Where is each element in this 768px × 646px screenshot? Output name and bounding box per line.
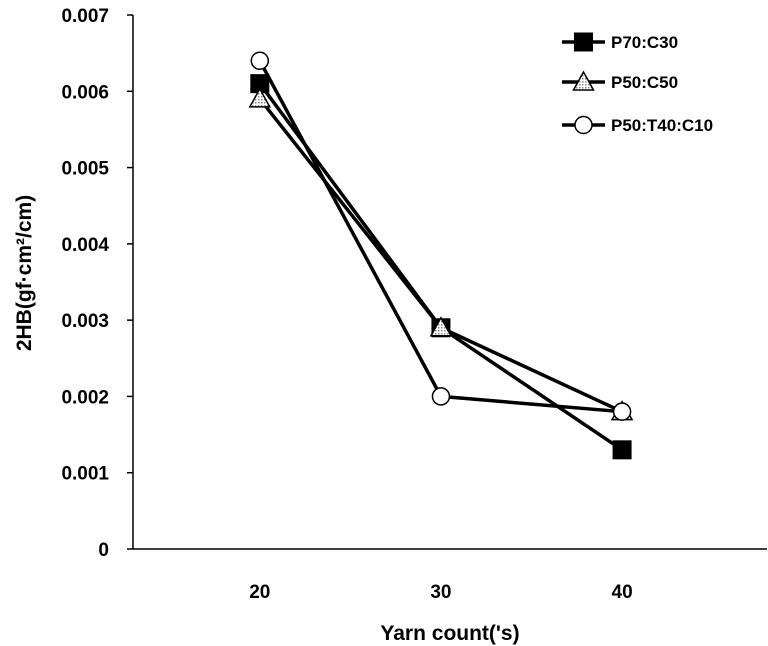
y-tick-label: 0.004 — [61, 235, 109, 256]
y-tick-label: 0 — [98, 540, 109, 561]
data-point-circle — [612, 402, 632, 421]
series-line-circle — [258, 59, 623, 414]
series-markers — [248, 51, 634, 460]
y-tick-label: 0.002 — [61, 387, 109, 408]
axes — [132, 15, 767, 550]
x-axis-title: Yarn count('s) — [380, 622, 519, 645]
data-point-triangle — [429, 316, 453, 337]
y-tick-label: 0.007 — [61, 6, 109, 27]
legend-label: P50:C50 — [611, 73, 678, 92]
y-tick-label: 0.003 — [61, 311, 109, 332]
y-tick-label: 0.006 — [61, 82, 109, 103]
x-axis-ticks: 20 30 40 — [249, 582, 632, 603]
data-point-circle — [250, 51, 270, 71]
legend-marker-triangle — [572, 70, 595, 91]
y-axis-title: 2HB(gf·cm²/cm) — [13, 195, 36, 351]
legend-marker-circle — [574, 115, 593, 135]
legend: P70:C30 P50:C50 P50:T40:C10 — [562, 32, 713, 135]
legend-marker-square — [574, 32, 593, 52]
y-tick-label: 0.005 — [61, 159, 109, 180]
x-tick-label: 40 — [612, 582, 633, 603]
legend-item: P70:C30 — [562, 32, 678, 52]
legend-item: P50:T40:C10 — [562, 115, 713, 135]
data-point-triangle — [248, 87, 272, 108]
x-tick-label: 30 — [430, 582, 451, 603]
x-tick-label: 20 — [249, 582, 270, 603]
series-line-triangle — [258, 97, 623, 414]
legend-label: P50:T40:C10 — [611, 116, 713, 135]
legend-label: P70:C30 — [611, 33, 678, 52]
data-point-square — [612, 440, 632, 460]
legend-item: P50:C50 — [562, 70, 678, 92]
y-tick-label: 0.001 — [61, 464, 109, 485]
data-point-circle — [431, 387, 451, 406]
y-axis-ticks: 0 0.001 0.002 0.003 0.004 0.005 0.006 0.007 — [61, 6, 133, 561]
